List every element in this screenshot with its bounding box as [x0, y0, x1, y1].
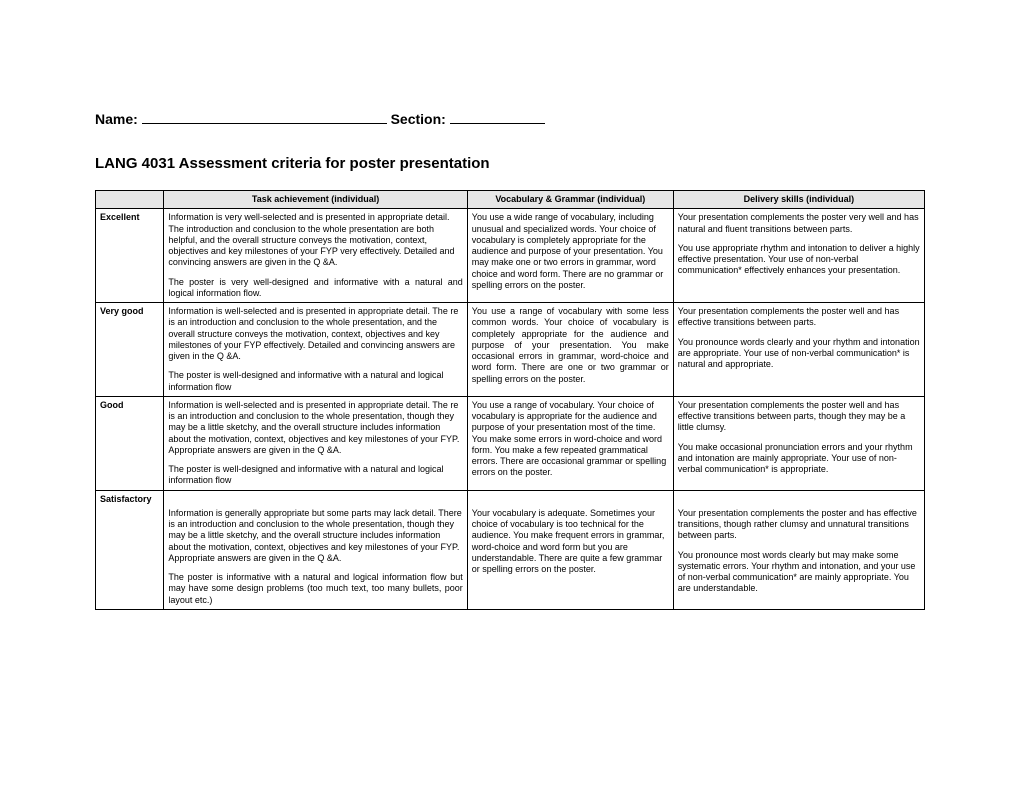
- table-row: GoodInformation is well-selected and is …: [96, 396, 925, 490]
- delivery-cell: Your presentation complements the poster…: [673, 490, 924, 609]
- section-label: Section:: [391, 111, 446, 127]
- rubric-table: Task achievement (individual) Vocabulary…: [95, 190, 925, 610]
- vocab-cell: You use a wide range of vocabulary, incl…: [467, 209, 673, 303]
- task-cell: Information is generally appropriate but…: [164, 490, 467, 609]
- vocab-cell: Your vocabulary is adequate. Sometimes y…: [467, 490, 673, 609]
- task-cell: Information is well-selected and is pres…: [164, 396, 467, 490]
- section-blank[interactable]: [450, 110, 545, 124]
- delivery-cell: Your presentation complements the poster…: [673, 396, 924, 490]
- task-cell: Information is very well-selected and is…: [164, 209, 467, 303]
- delivery-cell: Your presentation complements the poster…: [673, 209, 924, 303]
- table-row: Satisfactory Information is generally ap…: [96, 490, 925, 609]
- table-header-row: Task achievement (individual) Vocabulary…: [96, 191, 925, 209]
- col-header-delivery: Delivery skills (individual): [673, 191, 924, 209]
- vocab-cell: You use a range of vocabulary with some …: [467, 303, 673, 397]
- delivery-cell: Your presentation complements the poster…: [673, 303, 924, 397]
- level-label: Excellent: [96, 209, 164, 303]
- col-header-blank: [96, 191, 164, 209]
- name-blank[interactable]: [142, 110, 387, 124]
- task-cell: Information is well-selected and is pres…: [164, 303, 467, 397]
- level-label: Satisfactory: [96, 490, 164, 609]
- table-row: ExcellentInformation is very well-select…: [96, 209, 925, 303]
- col-header-task: Task achievement (individual): [164, 191, 467, 209]
- document-page: Name: Section: LANG 4031 Assessment crit…: [0, 0, 1020, 640]
- level-label: Very good: [96, 303, 164, 397]
- vocab-cell: You use a range of vocabulary. Your choi…: [467, 396, 673, 490]
- level-label: Good: [96, 396, 164, 490]
- name-label: Name:: [95, 111, 138, 127]
- form-header: Name: Section:: [95, 110, 925, 127]
- col-header-vocab: Vocabulary & Grammar (individual): [467, 191, 673, 209]
- page-title: LANG 4031 Assessment criteria for poster…: [95, 155, 925, 172]
- table-row: Very goodInformation is well-selected an…: [96, 303, 925, 397]
